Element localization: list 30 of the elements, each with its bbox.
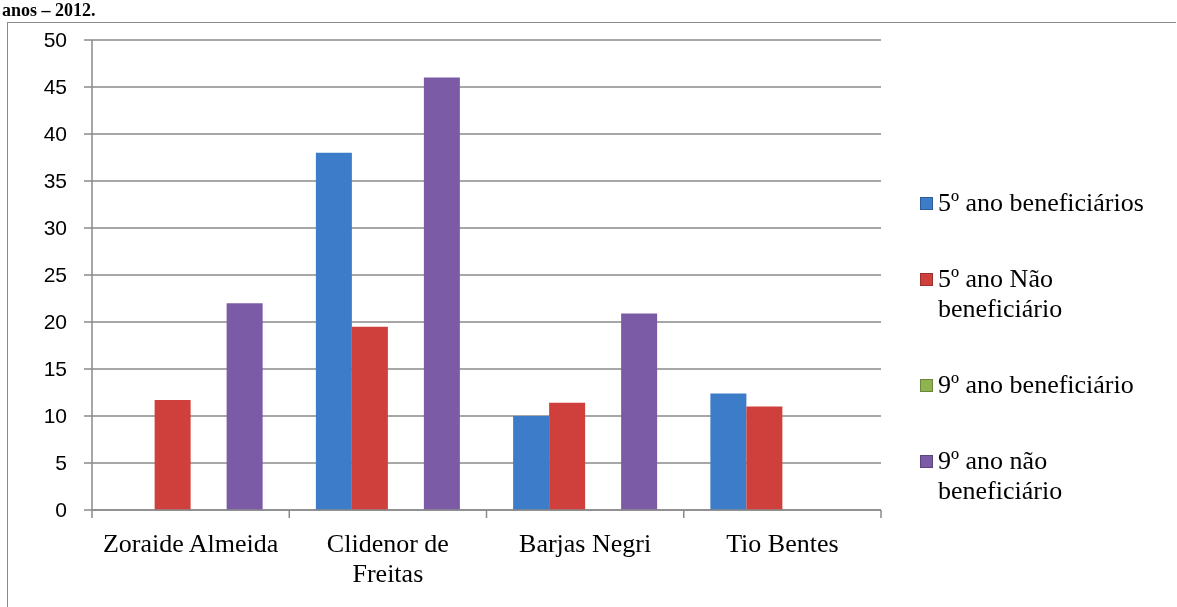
chart-title: anos – 2012. (2, 0, 96, 20)
y-tick-label: 45 (43, 75, 67, 99)
bar (710, 393, 747, 510)
x-tick-label: Clidenor de Freitas (326, 529, 449, 588)
bar (154, 400, 191, 510)
y-tick-label: 50 (43, 28, 67, 52)
legend-label: 5º ano beneficiários (938, 187, 1144, 217)
y-tick-label: 40 (43, 122, 67, 146)
bar (549, 402, 586, 510)
x-tick-label: Barjas Negri (519, 529, 652, 558)
y-tick-label: 0 (55, 498, 67, 522)
legend-label: 5º ano Não beneficiário (938, 263, 1063, 323)
y-tick-label: 20 (43, 310, 67, 334)
x-tick-label: Tio Bentes (726, 529, 839, 558)
legend-label: 9º ano não beneficiário (938, 445, 1063, 505)
x-tick-label: Zoraide Almeida (102, 529, 279, 558)
legend-label: 9º ano beneficiário (938, 369, 1134, 399)
y-tick-label: 5 (55, 451, 67, 475)
bar (513, 416, 550, 510)
y-tick-label: 10 (43, 404, 67, 428)
bar (315, 152, 352, 510)
bar (621, 313, 658, 510)
bar (746, 406, 783, 510)
bar (423, 77, 460, 510)
y-tick-label: 15 (43, 357, 67, 381)
y-tick-label: 30 (43, 216, 67, 240)
bar (226, 303, 263, 510)
y-tick-label: 25 (43, 263, 67, 287)
bar (351, 326, 388, 510)
y-tick-label: 35 (43, 169, 67, 193)
